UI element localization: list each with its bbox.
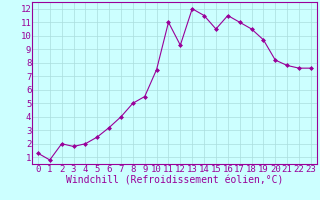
- X-axis label: Windchill (Refroidissement éolien,°C): Windchill (Refroidissement éolien,°C): [66, 175, 283, 185]
